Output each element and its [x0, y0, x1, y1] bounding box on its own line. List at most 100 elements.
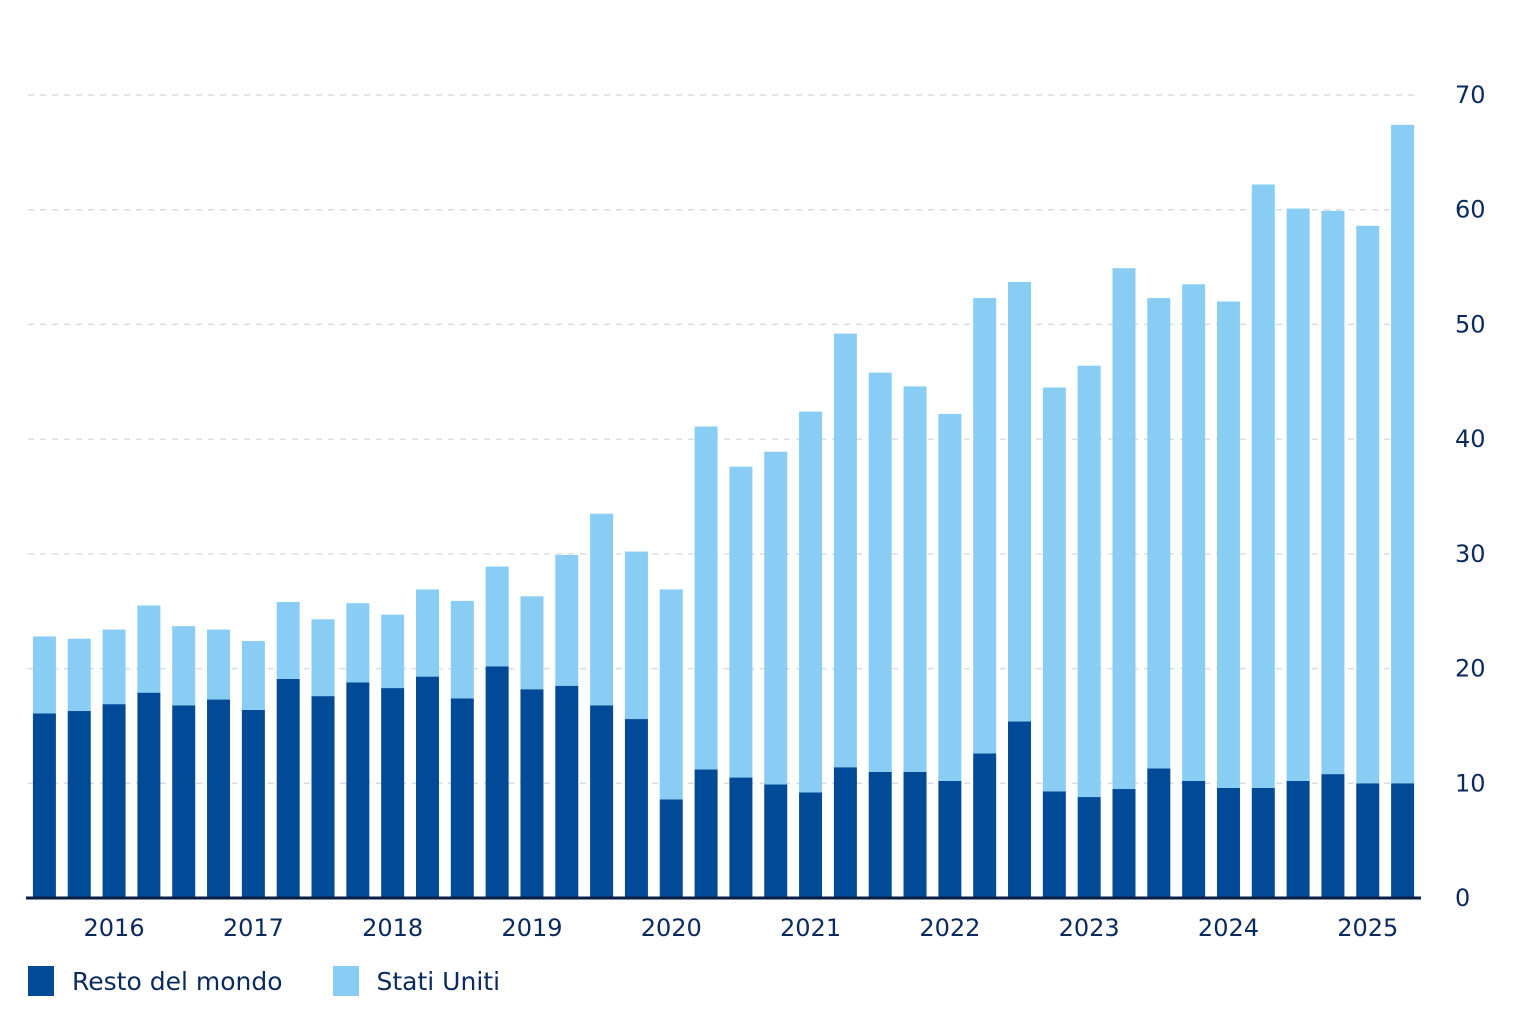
- bar-resto-del-mondo-23: [833, 767, 857, 898]
- gridlines: [28, 94, 1420, 785]
- legend-swatch-stati-uniti: [332, 966, 359, 996]
- bar-resto-del-mondo-30: [1077, 797, 1101, 898]
- bar-resto-del-mondo-16: [590, 705, 614, 898]
- bar-resto-del-mondo-9: [346, 682, 370, 898]
- bars: [32, 124, 1415, 898]
- bar-stati-uniti-6: [241, 641, 265, 710]
- bar-stati-uniti-30: [1077, 365, 1101, 798]
- bar-stati-uniti-20: [729, 466, 753, 778]
- y-tick-label-10: 10: [1455, 769, 1486, 797]
- bar-resto-del-mondo-18: [659, 799, 683, 898]
- y-tick-label-0: 0: [1455, 884, 1470, 912]
- bar-stati-uniti-21: [764, 451, 788, 785]
- x-axis-ticks: 2016 2017 2018 2019 2020 2021 2022 2023 2024 2025: [84, 914, 1399, 942]
- y-tick-label-60: 60: [1455, 196, 1486, 224]
- bar-resto-del-mondo-0: [32, 713, 56, 898]
- bar-stati-uniti-22: [799, 411, 823, 793]
- bar-resto-del-mondo-32: [1147, 768, 1171, 898]
- legend-label-stati-uniti: Stati Uniti: [376, 966, 501, 996]
- bar-stati-uniti-4: [172, 626, 196, 706]
- bar-stati-uniti-2: [102, 629, 126, 705]
- stacked-bar-chart: 0 10 20 30 40 50 60 70 2016 2017 2018 2019 2020 2021…: [26, 81, 1486, 942]
- legend-swatch-resto-del-mondo: [28, 966, 54, 996]
- bar-stati-uniti-36: [1286, 208, 1310, 781]
- bar-resto-del-mondo-13: [485, 666, 509, 898]
- x-tick-label-2024: 2024: [1198, 914, 1259, 942]
- x-tick-label-2025: 2025: [1337, 914, 1398, 942]
- bar-resto-del-mondo-20: [729, 777, 753, 898]
- bar-stati-uniti-12: [450, 600, 474, 699]
- bar-stati-uniti-17: [624, 551, 648, 720]
- bar-stati-uniti-33: [1182, 284, 1206, 781]
- bar-stati-uniti-35: [1251, 184, 1275, 788]
- bar-stati-uniti-15: [555, 555, 579, 686]
- bar-stati-uniti-8: [311, 619, 335, 697]
- bar-stati-uniti-28: [1008, 281, 1032, 722]
- y-tick-label-30: 30: [1455, 540, 1486, 568]
- bar-resto-del-mondo-29: [1042, 791, 1066, 898]
- x-tick-label-2017: 2017: [223, 914, 284, 942]
- bar-resto-del-mondo-27: [973, 753, 997, 898]
- bar-stati-uniti-32: [1147, 298, 1171, 769]
- bar-resto-del-mondo-39: [1391, 783, 1415, 898]
- bar-resto-del-mondo-5: [207, 699, 231, 898]
- bar-resto-del-mondo-6: [241, 709, 265, 898]
- x-tick-label-2019: 2019: [501, 914, 562, 942]
- bar-resto-del-mondo-7: [276, 678, 300, 898]
- y-tick-label-50: 50: [1455, 310, 1486, 338]
- bar-resto-del-mondo-37: [1321, 774, 1345, 898]
- x-tick-label-2020: 2020: [641, 914, 702, 942]
- bar-resto-del-mondo-31: [1112, 789, 1136, 898]
- bar-stati-uniti-11: [415, 589, 439, 677]
- bar-resto-del-mondo-10: [381, 688, 405, 898]
- bar-stati-uniti-31: [1112, 268, 1136, 790]
- bar-stati-uniti-38: [1356, 225, 1380, 784]
- legend-item-resto-del-mondo: Resto del mondo: [28, 966, 283, 996]
- bar-resto-del-mondo-35: [1251, 787, 1275, 898]
- y-tick-label-20: 20: [1455, 655, 1486, 683]
- bar-stati-uniti-37: [1321, 210, 1345, 775]
- x-tick-label-2022: 2022: [919, 914, 980, 942]
- y-tick-label-40: 40: [1455, 425, 1486, 453]
- bar-stati-uniti-7: [276, 602, 300, 679]
- bar-resto-del-mondo-25: [903, 771, 927, 898]
- bar-stati-uniti-39: [1391, 124, 1415, 784]
- legend-label-resto-del-mondo: Resto del mondo: [72, 966, 283, 996]
- x-tick-label-2018: 2018: [362, 914, 423, 942]
- bar-resto-del-mondo-34: [1216, 787, 1240, 898]
- bar-stati-uniti-23: [833, 333, 857, 768]
- bar-stati-uniti-10: [381, 614, 405, 689]
- x-tick-label-2021: 2021: [780, 914, 841, 942]
- bar-stati-uniti-16: [590, 513, 614, 706]
- bar-stati-uniti-34: [1216, 301, 1240, 788]
- bar-stati-uniti-1: [67, 638, 91, 712]
- bar-resto-del-mondo-12: [450, 698, 474, 898]
- y-axis-ticks: 0 10 20 30 40 50 60 70: [1455, 81, 1486, 912]
- bar-stati-uniti-24: [868, 372, 892, 772]
- bar-stati-uniti-26: [938, 413, 962, 781]
- bar-resto-del-mondo-19: [694, 769, 718, 898]
- bar-stati-uniti-27: [973, 298, 997, 754]
- bar-resto-del-mondo-8: [311, 696, 335, 898]
- bar-resto-del-mondo-14: [520, 689, 544, 898]
- bar-resto-del-mondo-15: [555, 685, 579, 898]
- y-tick-label-70: 70: [1455, 81, 1486, 109]
- bar-resto-del-mondo-24: [868, 771, 892, 898]
- legend: Resto del mondo Stati Uniti: [28, 966, 500, 996]
- x-tick-label-2016: 2016: [84, 914, 145, 942]
- legend-item-stati-uniti: Stati Uniti: [332, 966, 501, 996]
- bar-resto-del-mondo-2: [102, 704, 126, 898]
- bar-resto-del-mondo-28: [1008, 721, 1032, 898]
- bar-stati-uniti-3: [137, 605, 161, 693]
- bar-resto-del-mondo-26: [938, 780, 962, 898]
- bar-resto-del-mondo-17: [624, 719, 648, 898]
- bar-resto-del-mondo-22: [799, 792, 823, 898]
- bar-resto-del-mondo-1: [67, 711, 91, 898]
- bar-resto-del-mondo-21: [764, 784, 788, 898]
- bar-stati-uniti-13: [485, 566, 509, 667]
- bar-resto-del-mondo-33: [1182, 780, 1206, 898]
- bar-stati-uniti-9: [346, 603, 370, 683]
- bar-stati-uniti-5: [207, 629, 231, 700]
- bar-resto-del-mondo-38: [1356, 783, 1380, 898]
- bar-stati-uniti-0: [32, 636, 56, 714]
